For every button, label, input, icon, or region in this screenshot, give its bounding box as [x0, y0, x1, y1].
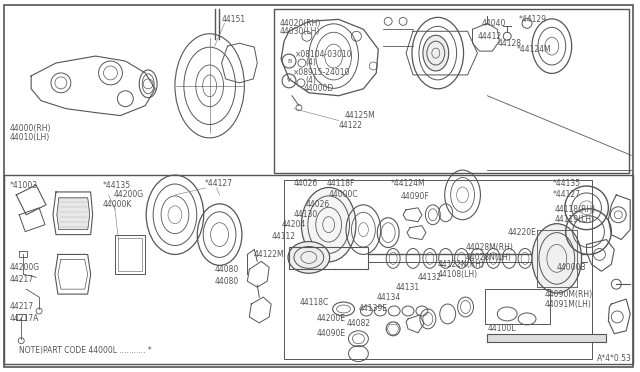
Text: 44217: 44217 [10, 275, 33, 284]
Text: 44112: 44112 [271, 232, 295, 241]
Text: 44080: 44080 [214, 277, 239, 286]
Text: 44119(LH): 44119(LH) [555, 215, 595, 224]
Bar [289, 247, 369, 269]
Text: 44200E: 44200E [317, 314, 346, 323]
Text: 44108(LH): 44108(LH) [438, 270, 478, 279]
Text: *44135: *44135 [553, 179, 581, 187]
Text: 44204: 44204 [282, 220, 307, 229]
Text: 44132: 44132 [418, 273, 442, 282]
Text: 44000K: 44000K [102, 201, 132, 209]
Ellipse shape [301, 187, 356, 262]
Text: 44082: 44082 [346, 319, 371, 328]
Bar [274, 9, 629, 173]
Bar [488, 334, 606, 342]
Text: 44128: 44128 [497, 39, 522, 48]
Polygon shape [57, 198, 90, 230]
Text: 44151: 44151 [221, 15, 246, 24]
Bar [284, 180, 591, 359]
Bar [118, 238, 142, 271]
Text: 44118(RH): 44118(RH) [555, 205, 596, 214]
Text: *44127: *44127 [553, 190, 581, 199]
Text: *44135: *44135 [102, 180, 131, 189]
Text: *41003: *41003 [10, 180, 38, 189]
Text: 44010(LH): 44010(LH) [10, 133, 49, 142]
Text: A*4*0.53: A*4*0.53 [596, 354, 631, 363]
Text: 44020(RH): 44020(RH) [280, 19, 321, 28]
Text: 44125M: 44125M [344, 111, 375, 120]
Bar [4, 175, 633, 363]
Text: 44090M(RH): 44090M(RH) [545, 290, 593, 299]
Bar [485, 289, 550, 324]
Text: 44134: 44134 [376, 293, 401, 302]
Text: *44124M: *44124M [517, 45, 552, 54]
Text: 44000(RH): 44000(RH) [10, 124, 51, 133]
Text: 44131: 44131 [396, 283, 420, 292]
Text: 44000D: 44000D [304, 84, 334, 93]
Text: 44200G: 44200G [10, 263, 40, 272]
Text: 44000C: 44000C [329, 190, 358, 199]
Text: 44122N(RH): 44122N(RH) [438, 260, 484, 269]
Text: 44090E: 44090E [317, 329, 346, 338]
Text: 44040: 44040 [481, 19, 506, 28]
Text: NOTE)PART CODE 44000L ........... *: NOTE)PART CODE 44000L ........... * [19, 346, 152, 355]
Text: 44122M: 44122M [253, 250, 284, 259]
Text: V: V [287, 78, 291, 83]
Text: 44130: 44130 [294, 210, 318, 219]
Text: 44000B: 44000B [557, 263, 586, 272]
Text: 44080: 44080 [214, 265, 239, 274]
Text: ×08104-03010: ×08104-03010 [295, 49, 353, 59]
Ellipse shape [532, 224, 582, 293]
Text: 44026: 44026 [294, 179, 318, 187]
Text: *44124M: *44124M [391, 179, 426, 187]
Bar [115, 235, 145, 274]
Text: 44030(LH): 44030(LH) [280, 27, 321, 36]
Text: 44091M(LH): 44091M(LH) [545, 299, 592, 308]
Text: *44129: *44129 [519, 15, 547, 24]
Text: 44028M(RH): 44028M(RH) [465, 243, 513, 252]
Text: 44200G: 44200G [113, 190, 143, 199]
Ellipse shape [288, 241, 330, 273]
Text: 44412: 44412 [477, 32, 502, 41]
Text: (4): (4) [305, 58, 316, 67]
Text: 44028N(LH): 44028N(LH) [465, 253, 511, 262]
Text: ×08915-24010: ×08915-24010 [293, 68, 350, 77]
Text: *44127: *44127 [205, 179, 233, 187]
Text: 44118C: 44118C [300, 298, 329, 307]
Text: 44220E: 44220E [508, 228, 536, 237]
Ellipse shape [423, 35, 449, 71]
Text: 44026: 44026 [306, 201, 330, 209]
Text: 44139E: 44139E [358, 305, 387, 314]
Text: 44100L: 44100L [488, 324, 516, 333]
Text: (4): (4) [305, 76, 316, 85]
Text: 44118F: 44118F [326, 179, 355, 187]
Text: 44217: 44217 [10, 302, 33, 311]
Text: 44122: 44122 [339, 121, 363, 130]
Text: 44217A: 44217A [10, 314, 38, 323]
Text: 44090F: 44090F [401, 192, 430, 201]
Text: B: B [287, 58, 291, 64]
